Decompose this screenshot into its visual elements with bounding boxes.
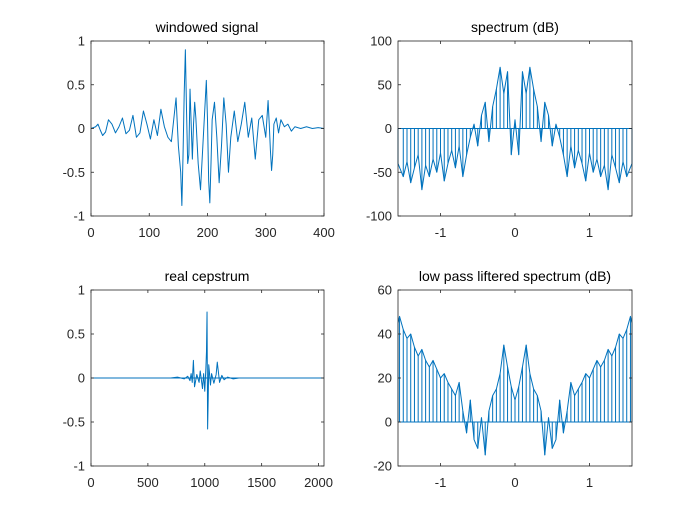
windowed-signal-xtick-label: 200 xyxy=(197,225,219,240)
spectrum-ytick-label: 0 xyxy=(385,121,392,136)
windowed-signal-trace xyxy=(90,49,325,206)
liftered-spectrum-xtick-label: 1 xyxy=(586,475,593,490)
windowed-signal-ytick-label: -1 xyxy=(73,209,85,224)
windowed-signal-xtick-label: 0 xyxy=(87,225,94,240)
real-cepstrum-ytick-label: 0 xyxy=(78,371,85,386)
liftered-spectrum-ytick-label: 60 xyxy=(378,283,392,298)
real-cepstrum-xtick-label: 500 xyxy=(137,475,159,490)
windowed-signal-ytick-label: 0.5 xyxy=(67,77,85,92)
liftered-spectrum-ytick-label: 20 xyxy=(378,371,392,386)
windowed-signal-ytick-label: 0 xyxy=(78,121,85,136)
windowed-signal-xtick-label: 300 xyxy=(255,225,277,240)
windowed-signal-ticks: 0 100 200 300 400 -1 -0.5 0 0.5 1 xyxy=(63,34,335,241)
spectrum-ytick-label: 100 xyxy=(370,34,392,49)
real-cepstrum-trace xyxy=(91,311,324,430)
real-cepstrum-title: real cepstrum xyxy=(165,268,250,284)
real-cepstrum-xtick-label: 0 xyxy=(87,475,94,490)
spectrum-xtick-label: 1 xyxy=(586,225,593,240)
liftered-spectrum-title: low pass liftered spectrum (dB) xyxy=(419,268,611,284)
liftered-spectrum-ytick-label: 40 xyxy=(378,327,392,342)
windowed-signal-xtick-label: 400 xyxy=(313,225,335,240)
real-cepstrum-ytick-label: -1 xyxy=(73,459,85,474)
real-cepstrum-ytick-label: 0.5 xyxy=(67,327,85,342)
windowed-signal-title: windowed signal xyxy=(155,19,259,35)
real-cepstrum-xtick-label: 2000 xyxy=(304,475,333,490)
real-cepstrum-panel: real cepstrum 0 500 1000 1500 2000 -1 -0.5 0 0.5… xyxy=(63,268,333,490)
real-cepstrum-ytick-label: -0.5 xyxy=(63,415,85,430)
spectrum-title: spectrum (dB) xyxy=(471,19,559,35)
windowed-signal-xtick-label: 100 xyxy=(138,225,160,240)
spectrum-trace xyxy=(397,66,633,191)
windowed-signal-ytick-label: 1 xyxy=(78,34,85,49)
spectrum-ticks: -1 0 1 -100 -50 0 50 100 xyxy=(366,34,632,240)
real-cepstrum-xtick-label: 1500 xyxy=(247,475,276,490)
liftered-spectrum-ticks: -1 0 1 -20 0 20 40 60 xyxy=(373,283,632,490)
liftered-spectrum-trace xyxy=(397,315,633,456)
liftered-spectrum-ytick-label: -20 xyxy=(373,459,392,474)
windowed-signal-panel: windowed signal 0 100 200 300 400 -1 -0.5 0 0.5 1 xyxy=(63,19,335,240)
real-cepstrum-xtick-label: 1000 xyxy=(190,475,219,490)
liftered-spectrum-ytick-label: 0 xyxy=(385,415,392,430)
spectrum-ytick-label: -100 xyxy=(366,209,392,224)
liftered-spectrum-panel: low pass liftered spectrum (dB) -1 0 1 -20 0… xyxy=(373,268,633,490)
liftered-spectrum-xtick-label: -1 xyxy=(435,475,447,490)
spectrum-ytick-label: -50 xyxy=(373,165,392,180)
windowed-signal-ytick-label: -0.5 xyxy=(63,165,85,180)
liftered-spectrum-xtick-label: 0 xyxy=(511,475,518,490)
spectrum-xtick-label: 0 xyxy=(511,225,518,240)
real-cepstrum-ticks: 0 500 1000 1500 2000 -1 -0.5 0 0.5 1 xyxy=(63,283,333,491)
liftered-spectrum-stems xyxy=(397,316,633,455)
spectrum-panel: spectrum (dB) -1 0 1 -100 -50 0 50 100 xyxy=(366,19,633,240)
real-cepstrum-ytick-label: 1 xyxy=(78,283,85,298)
spectrum-xtick-label: -1 xyxy=(435,225,447,240)
spectrum-ytick-label: 50 xyxy=(378,77,392,92)
